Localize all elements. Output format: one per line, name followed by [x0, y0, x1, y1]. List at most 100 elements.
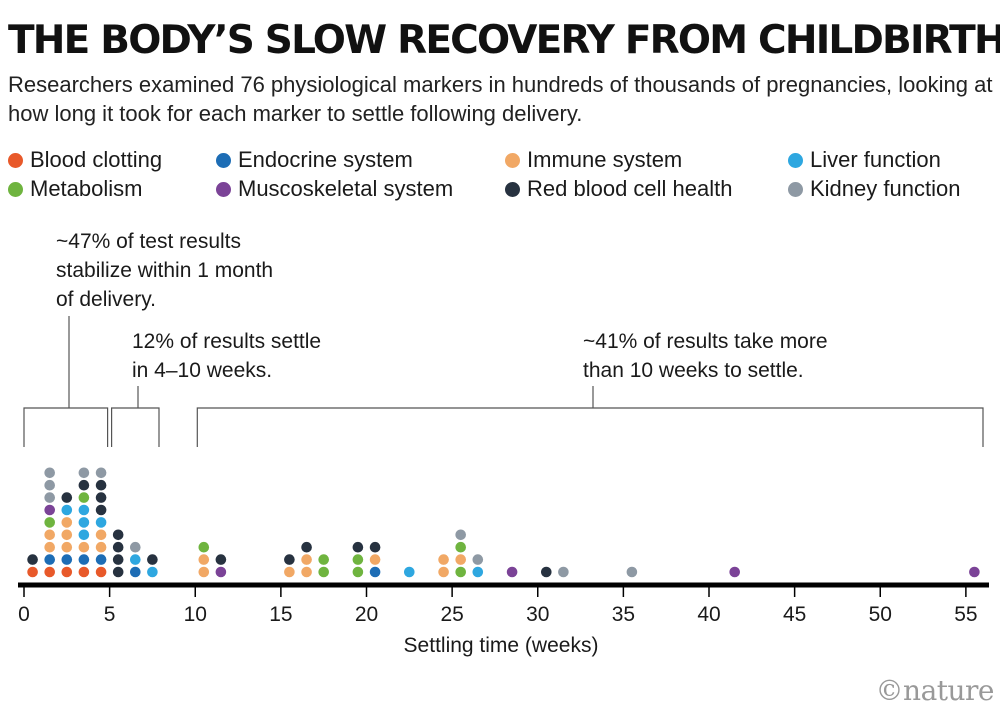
- x-tick-label: 50: [869, 603, 892, 626]
- data-point: [61, 541, 73, 553]
- x-tick-label: 15: [269, 603, 292, 626]
- legend-label-liver-function: Liver function: [810, 147, 941, 172]
- data-point: [284, 554, 295, 565]
- legend-label-metabolism: Metabolism: [30, 176, 143, 201]
- data-point: [215, 554, 227, 565]
- data-point: [198, 566, 210, 578]
- data-point: [95, 479, 107, 491]
- data-point: [112, 566, 124, 578]
- data-point: [198, 554, 210, 565]
- data-point: [95, 517, 107, 528]
- data-point: [27, 554, 38, 565]
- bracket-line: [23, 407, 109, 447]
- data-point: [78, 492, 90, 503]
- bracket-line: [196, 407, 984, 447]
- annotation-layer: ~47% of test results stabilize within 1 m…: [23, 230, 984, 447]
- data-point: [95, 467, 107, 479]
- data-point: [44, 541, 55, 553]
- bracket-first: ~47% of test results stabilize within 1 m…: [23, 230, 273, 447]
- x-tick-label: 10: [184, 603, 207, 626]
- legend-item-liver-function: Liver function: [788, 146, 941, 174]
- data-point: [44, 529, 55, 541]
- data-point: [130, 554, 141, 565]
- data-point: [729, 566, 740, 578]
- annotation-text: in 4–10 weeks.: [132, 359, 272, 382]
- x-tick-label: 45: [783, 603, 806, 626]
- data-point: [284, 566, 295, 578]
- data-point: [44, 504, 55, 516]
- data-point: [95, 554, 107, 565]
- data-point: [455, 554, 467, 565]
- data-point: [112, 554, 124, 565]
- x-tick-label: 35: [612, 603, 635, 626]
- bracket-second: 12% of results settle in 4–10 weeks.: [111, 330, 321, 447]
- data-point: [506, 566, 518, 578]
- annotation-text: ~47% of test results: [56, 230, 241, 253]
- data-point: [455, 566, 467, 578]
- data-point: [44, 492, 55, 503]
- x-tick-label: 5: [104, 603, 116, 626]
- x-axis: 0 5 10 15 20 25 30 35 40 45 50 55 Settling time (wee…: [18, 582, 989, 657]
- data-point: [95, 566, 107, 578]
- annotation-text: stabilize within 1 month: [56, 259, 273, 282]
- data-point: [352, 541, 364, 553]
- annotation-text: of delivery.: [56, 288, 156, 311]
- data-point: [318, 566, 330, 578]
- legend-item-muscoskeletal-system: Muscoskeletal system: [216, 175, 453, 203]
- data-point: [44, 467, 55, 479]
- data-point: [455, 541, 467, 553]
- x-tick-label: 40: [697, 603, 720, 626]
- data-point: [95, 541, 107, 553]
- annotation-text: than 10 weeks to settle.: [583, 359, 804, 382]
- data-point: [61, 492, 73, 503]
- annotation-text: ~41% of results take more: [583, 330, 828, 353]
- points-layer: [27, 467, 980, 578]
- data-point: [44, 566, 55, 578]
- data-point: [215, 566, 227, 578]
- data-point: [44, 554, 55, 565]
- legend-swatch-muscoskeletal-system: [216, 181, 231, 197]
- legend-swatch-metabolism: [8, 181, 23, 197]
- data-point: [147, 566, 158, 578]
- x-tick-label: 30: [526, 603, 549, 626]
- data-point: [472, 566, 484, 578]
- data-point: [27, 566, 38, 578]
- x-tick-label: 55: [954, 603, 977, 626]
- legend-label-immune-system: Immune system: [527, 147, 683, 172]
- data-point: [61, 529, 73, 541]
- data-point: [352, 554, 364, 565]
- data-point: [318, 554, 330, 565]
- legend-swatch-immune-system: [505, 152, 520, 168]
- data-point: [352, 566, 364, 578]
- data-point: [44, 517, 55, 528]
- x-tick-label: 25: [440, 603, 463, 626]
- legend-label-muscoskeletal-system: Muscoskeletal system: [238, 176, 454, 201]
- x-axis-label: Settling time (weeks): [404, 634, 599, 657]
- legend-swatch-endocrine-system: [216, 152, 231, 168]
- legend-item-endocrine-system: Endocrine system: [216, 146, 413, 174]
- chart-title: THE BODY’S SLOW RECOVERY FROM CHILDBIRTH: [8, 18, 1000, 63]
- data-point: [626, 566, 638, 578]
- chart-subtitle: Researchers examined 76 physiological ma…: [8, 72, 993, 126]
- data-point: [438, 554, 449, 565]
- data-point: [95, 492, 107, 503]
- data-point: [198, 541, 210, 553]
- data-point: [78, 541, 90, 553]
- legend-item-blood-clotting: Blood clotting: [8, 146, 162, 174]
- data-point: [455, 529, 467, 541]
- data-point: [438, 566, 449, 578]
- legend-swatch-red-blood-cell-health: [505, 181, 520, 197]
- data-point: [369, 566, 381, 578]
- data-point: [61, 504, 73, 516]
- legend-item-metabolism: Metabolism: [8, 175, 142, 203]
- x-tick-label: 20: [355, 603, 378, 626]
- data-point: [301, 541, 312, 553]
- bracket-line: [111, 407, 160, 447]
- data-point: [404, 566, 415, 578]
- legend-swatch-blood-clotting: [8, 152, 23, 168]
- data-point: [541, 566, 552, 578]
- data-point: [78, 479, 90, 491]
- data-point: [95, 504, 107, 516]
- data-point: [969, 566, 980, 578]
